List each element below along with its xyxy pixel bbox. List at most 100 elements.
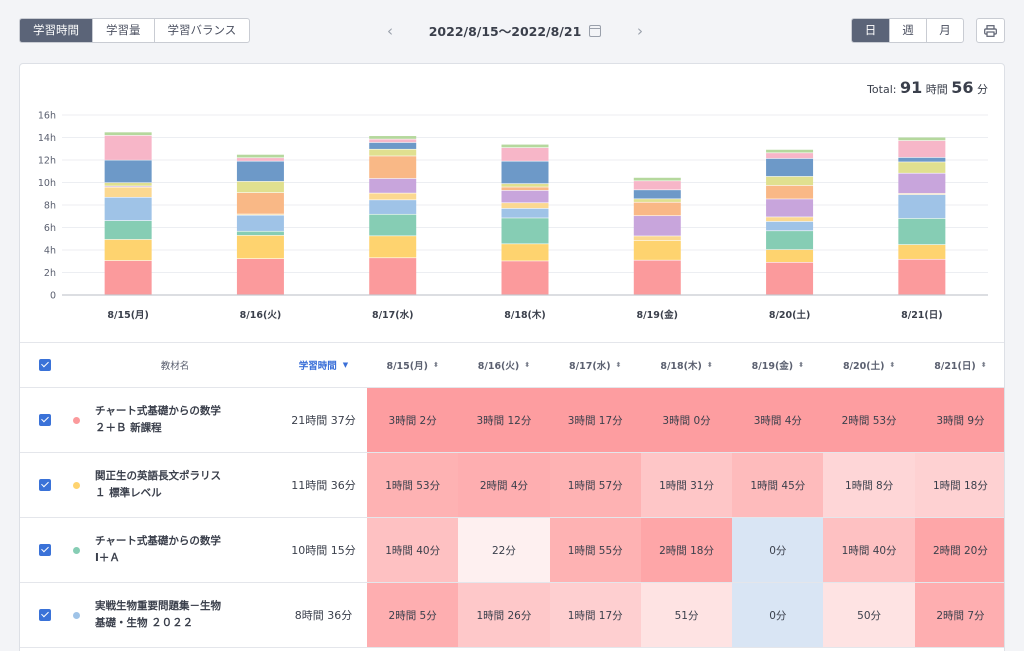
header-day[interactable]: 8/19(金) ⬍ [732, 358, 823, 372]
bar-segment [236, 158, 284, 161]
book-name: チャート式基礎からの数学 Ⅰ＋Ａ [95, 533, 221, 567]
y-tick-label: 10h [38, 178, 56, 189]
day-cell: 1時間 57分 [549, 453, 641, 517]
header-day-label: 8/16(火) [477, 361, 520, 372]
day-cell: 51分 [640, 583, 733, 647]
chevron-right-icon[interactable]: › [637, 21, 643, 40]
y-tick-label: 8h [44, 201, 56, 212]
y-tick-label: 16h [38, 111, 56, 122]
x-tick-label: 8/21(日) [901, 310, 942, 321]
bar-segment [633, 177, 681, 181]
x-tick-label: 8/20(土) [769, 309, 810, 321]
header-day[interactable]: 8/16(火) ⬍ [458, 358, 549, 372]
day-cell: 1時間 18分 [914, 453, 1004, 517]
header-day-label: 8/19(金) [751, 361, 794, 372]
bar-segment [236, 214, 284, 215]
header-day[interactable]: 8/15(月) ⬍ [367, 358, 458, 372]
day-cell: 3時間 17分 [549, 388, 641, 452]
x-tick-label: 8/19(金) [637, 309, 678, 321]
printer-icon [984, 24, 997, 37]
y-tick-label: 12h [38, 156, 56, 167]
bar-segment [766, 158, 814, 177]
bar-segment [104, 160, 152, 183]
bar-segment [501, 187, 549, 191]
date-range[interactable]: 2022/8/15〜2022/8/21 [429, 21, 602, 40]
x-tick-label: 8/17(水) [372, 309, 413, 321]
bar-segment [369, 149, 417, 156]
bar-segment [633, 190, 681, 199]
select-all-checkbox[interactable] [39, 359, 51, 371]
tab-study-amount[interactable]: 学習量 [92, 19, 154, 42]
header-day[interactable]: 8/18(木) ⬍ [641, 358, 732, 372]
study-time-chart: 0 2h 4h 6h 8h 10h 12h 14h 16h 8/15(月) 8/16(火) 8/17(… [38, 111, 988, 321]
bar-segment [898, 140, 946, 158]
bar-segment [766, 149, 814, 153]
day-cell: 2時間 20分 [914, 518, 1004, 582]
book-name-line: チャート式基礎からの数学 [95, 535, 221, 547]
header-day-label: 8/18(木) [660, 361, 702, 372]
total-minutes-unit: 分 [977, 83, 988, 96]
bar-segment [633, 236, 681, 241]
book-name-line: ２＋Ｂ 新課程 [95, 422, 162, 434]
y-tick-label: 2h [44, 268, 56, 279]
bar-segment [766, 217, 814, 222]
table-row: 関正生の英語長文ポラリス １ 標準レベル 11時間 36分 1時間 53分 2時間 4分… [20, 453, 1004, 518]
day-cell: 2時間 5分 [366, 583, 459, 647]
header-day-label: 8/20(土) [842, 361, 885, 372]
color-dot [73, 546, 80, 554]
bar-segment [236, 235, 284, 259]
book-name-line: Ⅰ＋Ａ [95, 552, 120, 564]
chevron-left-icon[interactable]: ‹ [387, 21, 393, 40]
tab-day[interactable]: 日 [852, 19, 889, 42]
table-header: 教材名 学習時間 ▼ 8/15(月) ⬍ 8/16(火) ⬍ 8/17(水) ⬍ 8/18(… [20, 343, 1004, 388]
bar-segment [766, 262, 814, 295]
total-hours-unit: 時間 [925, 83, 948, 96]
bar-segment [104, 186, 152, 187]
sort-desc-icon: ▼ [342, 361, 349, 369]
bar-segment [766, 199, 814, 217]
bar-segment [898, 137, 946, 141]
bar-segment [501, 218, 549, 244]
tab-study-balance[interactable]: 学習バランス [153, 19, 250, 42]
bar-segment [633, 181, 681, 190]
row-total: 10時間 15分 [291, 544, 356, 557]
bar-segment [369, 136, 417, 139]
row-total: 8時間 36分 [294, 609, 353, 622]
color-dot [73, 416, 80, 424]
header-day-label: 8/17(水) [569, 361, 611, 372]
row-checkbox[interactable] [39, 609, 51, 621]
row-checkbox[interactable] [39, 479, 51, 491]
bar-segment [633, 260, 681, 295]
bar-segment [369, 142, 417, 149]
bar-segment [501, 147, 549, 161]
calendar-icon[interactable] [589, 24, 602, 37]
bar-segment [236, 181, 284, 193]
bar-segment [501, 144, 549, 148]
bar-segment [236, 259, 284, 295]
tab-month[interactable]: 月 [926, 19, 963, 42]
bar-segment [898, 157, 946, 162]
tab-study-time[interactable]: 学習時間 [20, 19, 92, 42]
header-total[interactable]: 学習時間 ▼ [280, 358, 367, 372]
header-day[interactable]: 8/17(水) ⬍ [550, 358, 641, 372]
y-tick-label: 6h [44, 223, 56, 234]
bar-segment [766, 176, 814, 186]
bar-segment [898, 259, 946, 295]
row-checkbox[interactable] [39, 414, 51, 426]
print-button[interactable] [976, 18, 1005, 43]
row-checkbox[interactable] [39, 544, 51, 556]
header-day[interactable]: 8/21(日) ⬍ [915, 358, 1004, 372]
day-cell: 2時間 4分 [458, 453, 550, 517]
header-day[interactable]: 8/20(土) ⬍ [823, 358, 914, 372]
tab-week[interactable]: 週 [889, 19, 926, 42]
bar-segment [369, 193, 417, 200]
day-cell: 1時間 8分 [823, 453, 915, 517]
book-name: 実戦生物重要問題集－生物 基礎・生物 ２０２２ [95, 598, 221, 632]
bar-segment [104, 135, 152, 160]
table-row: 実戦生物重要問題集－生物 基礎・生物 ２０２２ 8時間 36分 2時間 5分 1時間 2… [20, 583, 1004, 648]
sort-icon: ⬍ [615, 360, 622, 369]
bar-segment [236, 161, 284, 182]
bar-segment [104, 220, 152, 240]
sort-icon: ⬍ [980, 360, 987, 369]
x-tick-label: 8/15(月) [107, 310, 148, 321]
